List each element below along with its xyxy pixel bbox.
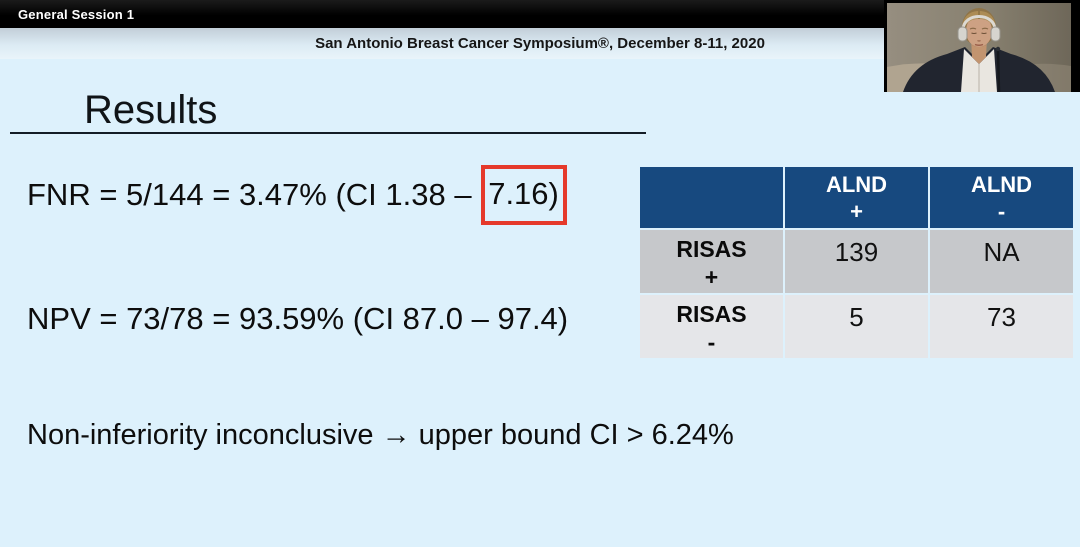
headphones-left-cup xyxy=(957,26,968,42)
row-label-sign: + xyxy=(704,264,719,291)
table-row-risas-positive: RISAS + 139 NA xyxy=(640,230,1073,293)
headphones-band xyxy=(961,15,997,31)
right-eyebrow xyxy=(981,27,989,30)
conference-header-text: San Antonio Breast Cancer Symposium®, De… xyxy=(315,35,765,52)
row-label-text: RISAS xyxy=(676,301,747,327)
title-underline xyxy=(10,132,646,134)
nose xyxy=(977,39,981,42)
fnr-text: FNR = 5/144 = 3.47% (CI 1.38 – xyxy=(27,177,481,212)
mouth xyxy=(974,43,984,46)
fnr-upper-ci-value: 7.16) xyxy=(488,176,559,211)
table-header-alnd-negative: ALND - xyxy=(930,167,1073,228)
row-label-risas-positive: RISAS + xyxy=(640,230,783,293)
cell-risas-neg-alnd-neg: 73 xyxy=(930,295,1073,358)
row-label-text: RISAS xyxy=(676,236,747,262)
conclusion-line: Non-inferiority inconclusive → upper bou… xyxy=(27,419,734,451)
npv-statistic-line: NPV = 73/78 = 93.59% (CI 87.0 – 97.4) xyxy=(27,301,569,336)
risas-alnd-contingency-table: ALND + ALND - RISAS + 139 NA RISAS - 5 7… xyxy=(638,165,1075,360)
fnr-statistic-line: FNR = 5/144 = 3.47% (CI 1.38 – 7.16) xyxy=(27,164,567,226)
table-header-alnd-positive: ALND + xyxy=(785,167,928,228)
highlight-box-red: 7.16) xyxy=(481,165,567,225)
header-text: ALND xyxy=(970,172,1033,197)
speaker-face xyxy=(966,15,992,47)
headphones-right-cup xyxy=(990,26,1001,42)
left-eye-closed xyxy=(971,32,977,35)
header-sign: + xyxy=(850,198,863,224)
cell-risas-neg-alnd-pos: 5 xyxy=(785,295,928,358)
cell-risas-pos-alnd-neg: NA xyxy=(930,230,1073,293)
table-corner-cell xyxy=(640,167,783,228)
slide-title: Results xyxy=(84,88,218,132)
speaker-video-frame xyxy=(887,3,1071,92)
header-text: ALND xyxy=(825,172,888,197)
table-header-row: ALND + ALND - xyxy=(640,167,1073,228)
row-label-sign: - xyxy=(707,329,716,356)
left-eyebrow xyxy=(969,27,977,30)
header-sign: - xyxy=(997,198,1006,224)
cell-risas-pos-alnd-pos: 139 xyxy=(785,230,928,293)
right-eye-closed xyxy=(981,32,987,35)
microphone-tip xyxy=(995,46,1001,52)
table-row-risas-negative: RISAS - 5 73 xyxy=(640,295,1073,358)
session-title: General Session 1 xyxy=(18,6,135,22)
row-label-risas-negative: RISAS - xyxy=(640,295,783,358)
speaker-video-tile[interactable] xyxy=(884,0,1080,92)
microphone-boom xyxy=(996,49,1001,92)
